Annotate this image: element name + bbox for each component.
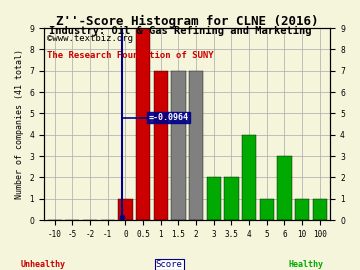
Bar — [313, 199, 327, 220]
Text: Healthy: Healthy — [288, 260, 324, 269]
Bar — [189, 71, 203, 220]
Text: Unhealthy: Unhealthy — [21, 260, 66, 269]
Bar — [242, 135, 256, 220]
Bar — [136, 28, 150, 220]
Text: The Research Foundation of SUNY: The Research Foundation of SUNY — [47, 51, 213, 60]
Bar — [207, 177, 221, 220]
Bar — [171, 71, 185, 220]
Bar — [295, 199, 309, 220]
Bar — [260, 199, 274, 220]
Bar — [224, 177, 239, 220]
Title: Z''-Score Histogram for CLNE (2016): Z''-Score Histogram for CLNE (2016) — [56, 15, 319, 28]
Text: =-0.0964: =-0.0964 — [148, 113, 188, 122]
Y-axis label: Number of companies (41 total): Number of companies (41 total) — [15, 49, 24, 199]
Text: ©www.textbiz.org: ©www.textbiz.org — [47, 34, 133, 43]
Bar — [118, 199, 132, 220]
Bar — [154, 71, 168, 220]
Text: Industry: Oil & Gas Refining and Marketing: Industry: Oil & Gas Refining and Marketi… — [49, 26, 311, 36]
Text: Score: Score — [156, 260, 183, 269]
Bar — [278, 156, 292, 220]
